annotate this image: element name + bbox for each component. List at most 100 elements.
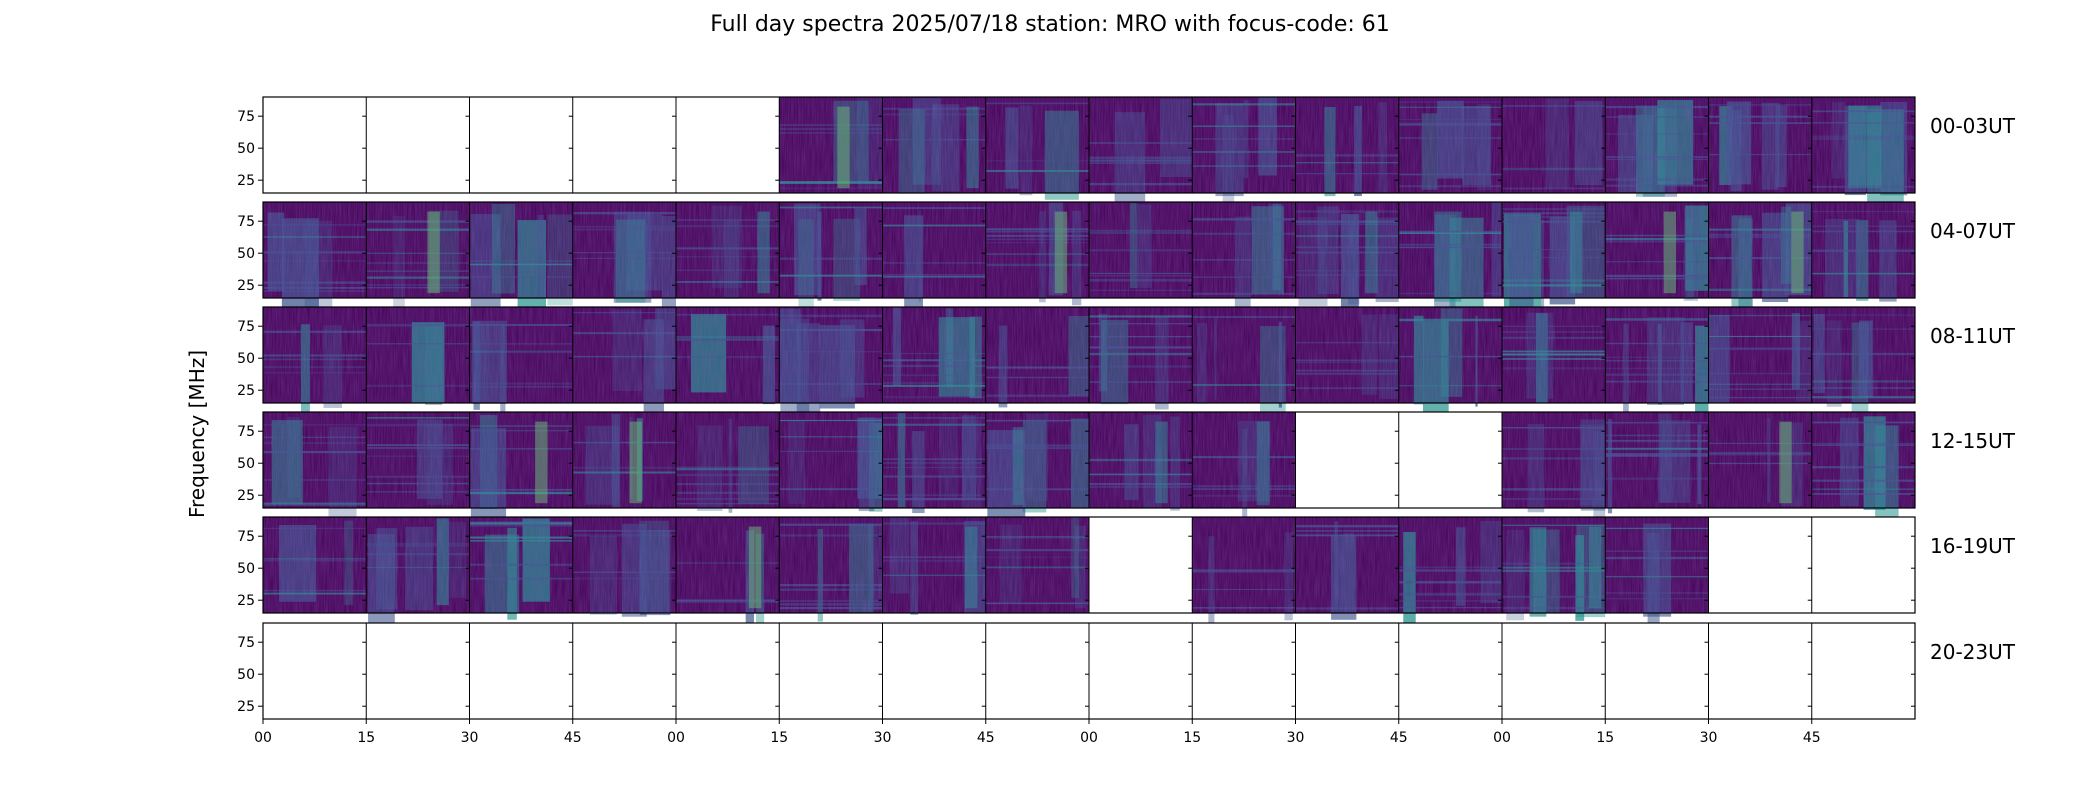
spectrum-panel — [1089, 202, 1193, 298]
y-tick-label: 25 — [237, 699, 255, 715]
noise-texture — [985, 97, 1089, 193]
y-tick-label: 50 — [237, 561, 255, 577]
spectrum-panel — [572, 517, 676, 617]
spectrum-panel — [1398, 202, 1502, 309]
row-frame — [262, 201, 1916, 299]
noise-texture — [1605, 517, 1709, 613]
empty-panel — [1089, 623, 1193, 719]
x-tick-label: 45 — [1803, 730, 1821, 746]
spectrum-panel — [1811, 202, 1915, 302]
noise-texture — [1192, 517, 1296, 613]
x-tick-label: 15 — [770, 730, 788, 746]
spectrum-panel — [985, 412, 1089, 521]
noise-texture — [1811, 202, 1915, 298]
spectrum-panel — [882, 517, 986, 615]
spectrum-panel — [1605, 412, 1709, 514]
spectrum-panel — [1708, 202, 1812, 311]
spectrum-panel — [1502, 307, 1606, 403]
spectrum-panel — [366, 97, 470, 193]
noise-texture — [1089, 412, 1193, 508]
noise-texture — [1605, 202, 1709, 298]
noise-texture — [366, 517, 470, 613]
empty-panel — [1605, 623, 1709, 719]
noise-texture — [1708, 412, 1812, 508]
spectrum-panel — [1192, 623, 1296, 719]
noise-texture — [1605, 412, 1709, 508]
noise-texture — [779, 307, 883, 403]
spectrum-panel — [985, 97, 1089, 200]
empty-panel — [882, 623, 986, 719]
noise-texture — [985, 412, 1089, 508]
spectrum-panel — [572, 97, 676, 193]
spectrum-panel — [1708, 623, 1812, 719]
noise-texture — [985, 307, 1089, 403]
noise-texture — [572, 412, 676, 508]
spectrum-panel — [676, 517, 780, 626]
spectrum-panel — [779, 412, 883, 512]
row-labels: 00-03UT 04-07UT 08-11UT 12-15UT 16-19UT 20-23… — [1930, 114, 2016, 664]
row-label: 16-19UT — [1930, 534, 2016, 558]
spectrum-panel — [366, 623, 470, 719]
y-tick-label: 25 — [237, 488, 255, 504]
spectrum-panel — [263, 412, 367, 522]
noise-texture — [1502, 97, 1606, 193]
y-tick-label: 75 — [237, 529, 255, 545]
noise-texture — [1192, 97, 1296, 193]
spectrum-panel — [1398, 623, 1502, 719]
empty-panel — [779, 623, 883, 719]
spectrum-panel — [1502, 412, 1606, 519]
noise-texture — [779, 202, 883, 298]
spectrum-panel — [1398, 412, 1502, 508]
spectrum-panel — [1192, 202, 1296, 310]
noise-texture — [985, 202, 1089, 298]
spectrum-panel — [1502, 517, 1606, 621]
y-tick-label: 75 — [237, 214, 255, 230]
empty-panel — [263, 97, 367, 193]
spectrum-panel — [366, 517, 470, 626]
row-label: 04-07UT — [1930, 219, 2016, 243]
spectrum-panel — [1811, 623, 1915, 719]
noise-texture — [1192, 307, 1296, 403]
spectrum-panel — [1502, 97, 1606, 193]
noise-texture — [263, 517, 367, 613]
empty-panel — [1708, 517, 1812, 613]
noise-texture — [366, 307, 470, 403]
y-tick-label: 50 — [237, 246, 255, 262]
noise-texture — [572, 307, 676, 403]
noise-texture — [1811, 307, 1915, 403]
noise-texture — [263, 202, 367, 298]
noise-texture — [572, 202, 676, 298]
row-label: 00-03UT — [1930, 114, 2016, 138]
spectrum-panel — [1295, 412, 1399, 508]
noise-texture — [1811, 97, 1915, 193]
noise-texture — [1398, 517, 1502, 613]
empty-panel — [572, 623, 676, 719]
noise-texture — [1192, 202, 1296, 298]
x-tick-label: 45 — [564, 730, 582, 746]
spectrum-panel — [882, 97, 986, 194]
spectrum-panel — [882, 202, 986, 307]
spectrum-panel — [1295, 623, 1399, 719]
spectrum-panel — [779, 623, 883, 719]
noise-texture — [469, 202, 573, 298]
empty-panel — [572, 97, 676, 193]
empty-panel — [1089, 517, 1193, 613]
empty-panel — [1398, 412, 1502, 508]
empty-panel — [985, 623, 1089, 719]
spectrum-panel — [1811, 97, 1915, 204]
spectrum-panel — [469, 517, 573, 620]
noise-texture — [882, 412, 986, 508]
spectrum-panel — [1192, 97, 1296, 203]
empty-panel — [469, 623, 573, 719]
spectrum-panel — [1811, 517, 1915, 613]
noise-texture — [1502, 307, 1606, 403]
spectrum-panel — [985, 202, 1089, 306]
noise-texture — [1502, 517, 1606, 613]
spectrum-panel — [366, 307, 470, 405]
noise-texture — [1295, 517, 1399, 613]
spectrum-panel — [1295, 517, 1399, 620]
y-tick-label: 75 — [237, 319, 255, 335]
spectrum-panel — [882, 623, 986, 719]
noise-texture — [366, 202, 470, 298]
spectrum-panel — [263, 517, 367, 613]
